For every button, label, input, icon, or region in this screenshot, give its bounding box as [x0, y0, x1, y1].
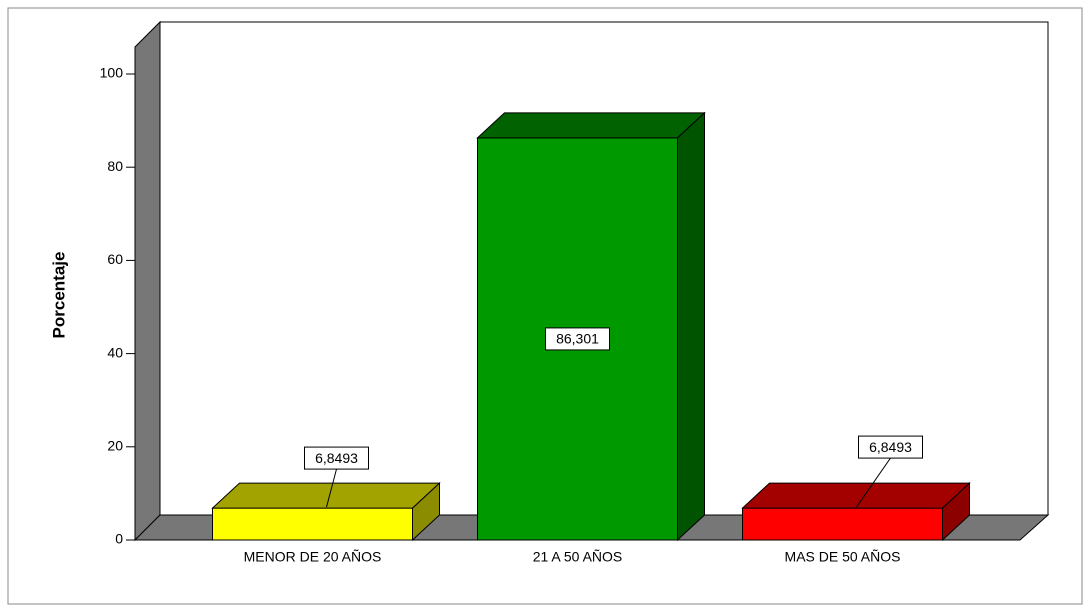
bar-top	[476, 112, 706, 139]
x-tick-label: 21 A 50 AÑOS	[533, 549, 623, 565]
bar	[742, 507, 943, 541]
side-wall	[134, 20, 161, 542]
x-tick-label: MENOR DE 20 AÑOS	[244, 549, 382, 565]
y-tick-label: 100	[100, 65, 124, 81]
bar-side	[412, 481, 440, 542]
bar-top	[211, 482, 441, 509]
value-label-box	[545, 327, 610, 351]
value-label-box	[858, 435, 923, 459]
y-tick-label: 0	[115, 531, 123, 547]
value-label: 6,8493	[315, 450, 358, 466]
y-axis-label: Porcentaje	[49, 252, 68, 339]
y-tick-label: 20	[107, 438, 123, 454]
y-tick-label: 40	[107, 344, 123, 360]
bar	[212, 507, 413, 541]
value-label: 6,8493	[869, 439, 912, 455]
x-tick-label: MAS DE 50 AÑOS	[785, 549, 901, 565]
bar-top	[741, 482, 971, 509]
y-tick-label: 80	[107, 158, 123, 174]
leader-line	[856, 457, 891, 508]
bar-side	[942, 481, 970, 542]
bar-side	[677, 111, 705, 542]
y-tick-label: 60	[107, 251, 123, 267]
value-label-box	[304, 446, 369, 470]
leader-line	[326, 468, 337, 508]
value-label: 86,301	[556, 331, 599, 347]
